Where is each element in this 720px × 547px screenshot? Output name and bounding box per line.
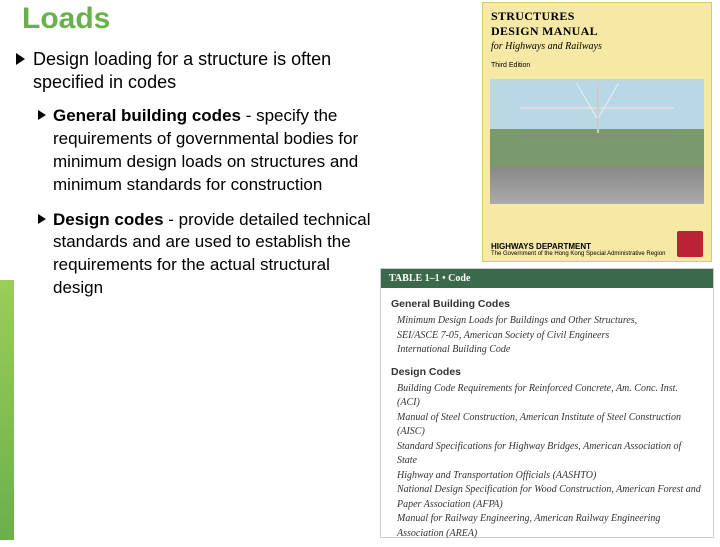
slide-title: Loads bbox=[22, 2, 110, 36]
manual-footer: HIGHWAYS DEPARTMENT The Government of th… bbox=[483, 211, 711, 261]
bullet-icon bbox=[38, 110, 46, 120]
table-row: Association (AREA) bbox=[391, 527, 703, 542]
table-row: Standard Specifications for Highway Brid… bbox=[391, 440, 703, 469]
table-row: Building Code Requirements for Reinforce… bbox=[391, 382, 703, 411]
sub-bullet-text: Design codes - provide detailed technica… bbox=[53, 209, 372, 301]
sub-bullet-text: General building codes - specify the req… bbox=[53, 105, 372, 197]
table-row: National Design Specification for Wood C… bbox=[391, 483, 703, 498]
manual-footer-text: HIGHWAYS DEPARTMENT The Government of th… bbox=[491, 242, 665, 257]
dept-logo-icon bbox=[677, 231, 703, 257]
section-heading: Design Codes bbox=[391, 366, 703, 378]
manual-dept: HIGHWAYS DEPARTMENT bbox=[491, 242, 665, 251]
table-row: Manual of Steel Construction, American I… bbox=[391, 411, 703, 440]
main-bullet-text: Design loading for a structure is often … bbox=[33, 48, 372, 95]
accent-bar bbox=[0, 280, 14, 540]
sub-bullet-row: Design codes - provide detailed technica… bbox=[38, 209, 372, 301]
table-row: Manual for Railway Engineering, American… bbox=[391, 512, 703, 527]
bullet-icon bbox=[38, 214, 46, 224]
manual-cover-header: STRUCTURES DESIGN MANUAL for Highways an… bbox=[483, 3, 711, 73]
section-heading: General Building Codes bbox=[391, 298, 703, 310]
manual-title-2: DESIGN MANUAL bbox=[491, 24, 703, 39]
table-row: SEI/ASCE 7-05, American Society of Civil… bbox=[391, 329, 703, 344]
manual-photo bbox=[490, 79, 704, 204]
bullet-icon bbox=[16, 53, 25, 65]
codes-table: TABLE 1–1 • Code General Building Codes … bbox=[380, 268, 714, 538]
slide-content: Design loading for a structure is often … bbox=[16, 48, 372, 312]
table-body: General Building Codes Minimum Design Lo… bbox=[381, 288, 713, 547]
manual-edition: Third Edition bbox=[491, 62, 703, 69]
sub-bullet-bold: Design codes bbox=[53, 210, 164, 229]
sub-bullet-bold: General building codes bbox=[53, 106, 241, 125]
manual-cover: STRUCTURES DESIGN MANUAL for Highways an… bbox=[482, 2, 712, 262]
manual-gov: The Government of the Hong Kong Special … bbox=[491, 251, 665, 257]
pylon-graphic bbox=[597, 83, 599, 133]
table-row: International Building Code bbox=[391, 343, 703, 358]
table-row: Minimum Design Loads for Buildings and O… bbox=[391, 314, 703, 329]
manual-subtitle: for Highways and Railways bbox=[491, 41, 703, 52]
table-row: Paper Association (AFPA) bbox=[391, 498, 703, 513]
table-header: TABLE 1–1 • Code bbox=[381, 269, 713, 288]
sub-bullet-row: General building codes - specify the req… bbox=[38, 105, 372, 197]
main-bullet-row: Design loading for a structure is often … bbox=[16, 48, 372, 95]
manual-title-1: STRUCTURES bbox=[491, 9, 703, 24]
table-row: Highway and Transportation Officials (AA… bbox=[391, 469, 703, 484]
